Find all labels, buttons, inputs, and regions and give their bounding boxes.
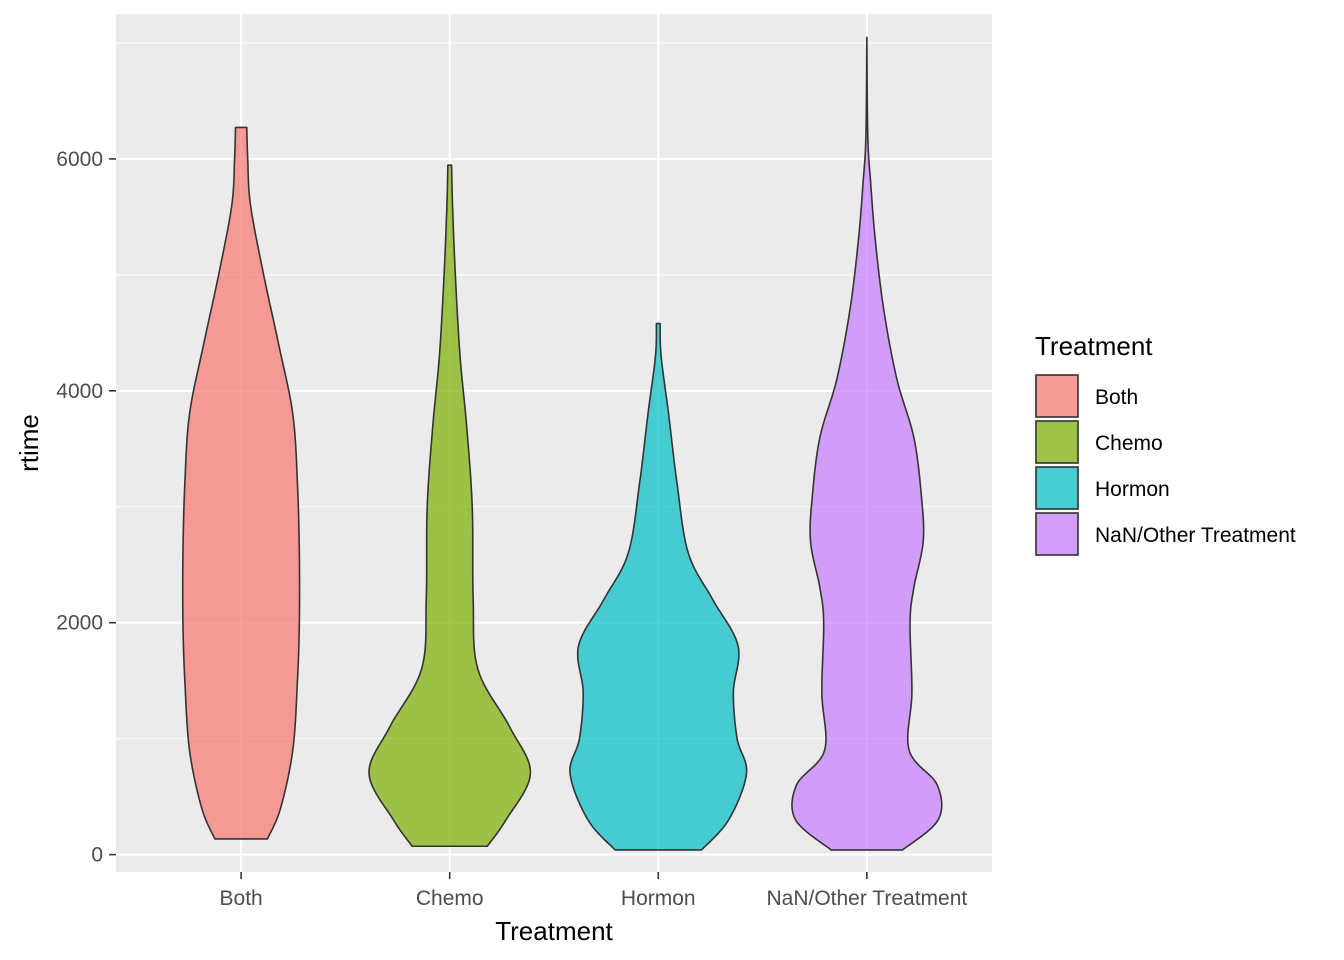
legend-title: Treatment <box>1035 331 1153 361</box>
legend-label: NaN/Other Treatment <box>1095 524 1296 547</box>
legend-key <box>1035 374 1079 418</box>
violin-hormon <box>569 322 748 851</box>
x-tick-label: NaN/Other Treatment <box>766 887 967 910</box>
x-axis: Both Chemo Hormon NaN/Other Treatment <box>220 872 967 910</box>
legend-label: Hormon <box>1095 478 1170 501</box>
violin-nan-other-treatment <box>791 36 943 851</box>
legend: Treatment Both Chemo Hormon NaN/Other Treat… <box>1035 331 1296 556</box>
x-axis-title: Treatment <box>495 916 613 946</box>
violins <box>181 36 943 851</box>
violin-chemo <box>368 164 532 848</box>
legend-label: Both <box>1095 386 1138 409</box>
legend-key <box>1035 512 1079 556</box>
x-tick-label: Chemo <box>416 887 484 910</box>
legend-label: Chemo <box>1095 432 1163 455</box>
x-tick-label: Hormon <box>621 887 696 910</box>
violin-both <box>181 126 301 840</box>
y-axis-title: rtime <box>14 414 44 472</box>
y-tick-label: 2000 <box>56 612 103 635</box>
legend-key <box>1035 466 1079 510</box>
legend-key <box>1035 420 1079 464</box>
y-axis: 0 2000 4000 6000 <box>56 148 116 867</box>
y-tick-label: 4000 <box>56 380 103 403</box>
x-tick-label: Both <box>220 887 263 910</box>
y-tick-label: 6000 <box>56 148 103 171</box>
y-tick-label: 0 <box>91 844 103 867</box>
